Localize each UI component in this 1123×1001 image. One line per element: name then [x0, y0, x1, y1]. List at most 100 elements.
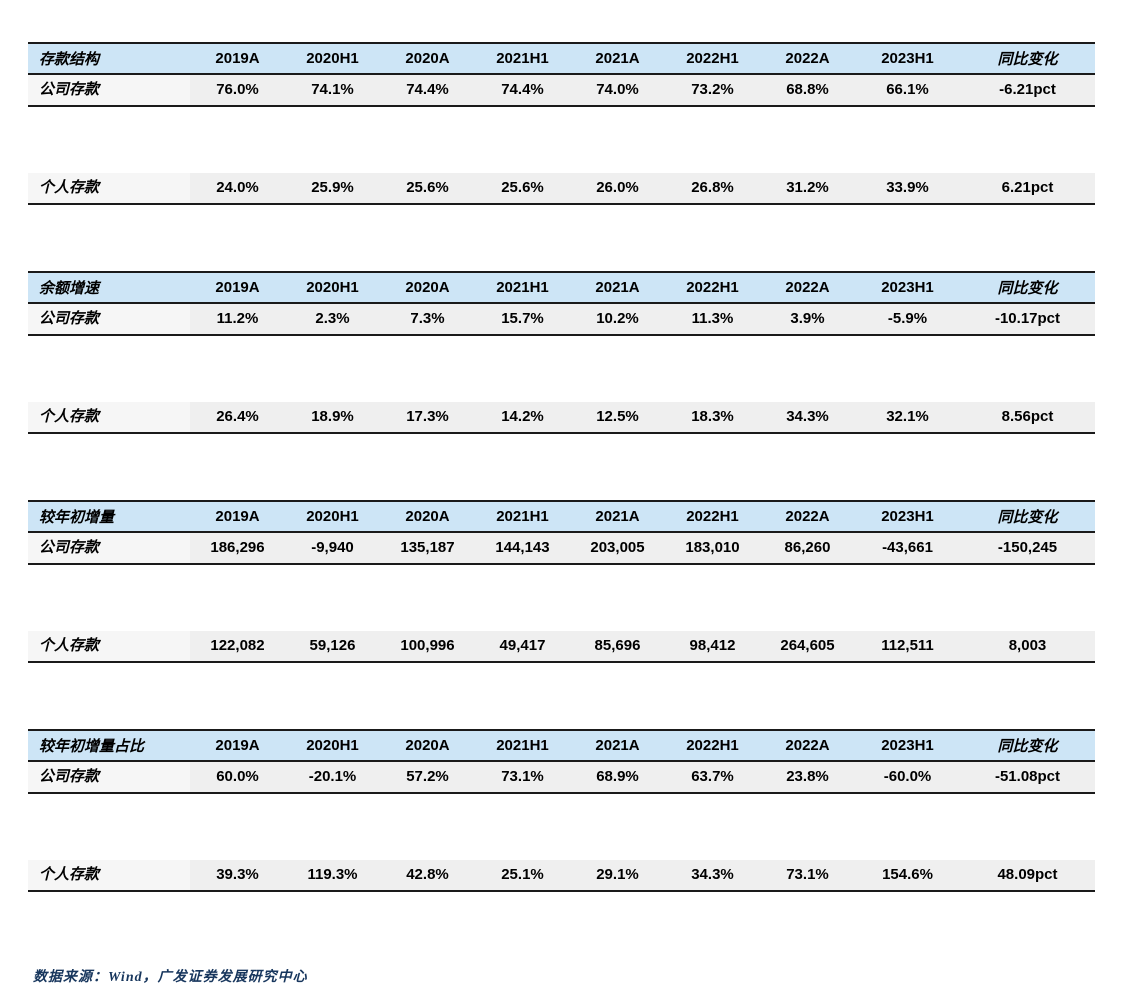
table-cell: 33.9%: [855, 173, 960, 203]
row-label: 个人存款: [28, 631, 190, 661]
table-sections: 存款结构 2019A 2020H1 2020A 2021H1 2021A 2022H1 202…: [28, 42, 1095, 958]
table-cell: 57.2%: [380, 762, 475, 792]
table-cell: 29.1%: [570, 860, 665, 890]
table-cell: 25.9%: [285, 173, 380, 203]
table-cell: 135,187: [380, 533, 475, 563]
section-title: 余额增速: [39, 281, 100, 297]
column-header: 2022A: [785, 737, 830, 754]
table-cell: 6.21pct: [960, 173, 1095, 203]
table-cell: 7.3%: [380, 304, 475, 334]
row-label: 公司存款: [28, 762, 190, 792]
column-header: 2021A: [595, 508, 640, 525]
table-header-row: 较年初增量占比 2019A 2020H1 2020A 2021H1 2021A 2022H1…: [28, 729, 1095, 762]
table-row: 个人存款 39.3% 119.3% 42.8% 25.1% 29.1% 34.3% 73.1%…: [28, 860, 1095, 892]
table-row: 个人存款 24.0% 25.9% 25.6% 25.6% 26.0% 26.8% 31.2% 3…: [28, 173, 1095, 205]
column-header: 2020H1: [306, 279, 359, 296]
table-cell: 3.9%: [760, 304, 855, 334]
table-cell: 25.6%: [380, 173, 475, 203]
table-cell: 26.0%: [570, 173, 665, 203]
table-cell: 15.7%: [475, 304, 570, 334]
row-label: 公司存款: [28, 75, 190, 105]
column-header: 2020A: [405, 50, 450, 67]
table-cell: 32.1%: [855, 402, 960, 432]
table-cell: -43,661: [855, 533, 960, 563]
column-header: 2022H1: [686, 737, 739, 754]
column-header: 2020A: [405, 508, 450, 525]
table-cell: 154.6%: [855, 860, 960, 890]
table-row: 公司存款 11.2% 2.3% 7.3% 15.7% 10.2% 11.3% 3.9% -5.9…: [28, 304, 1095, 336]
column-header: 同比变化: [997, 739, 1058, 755]
table-cell: 34.3%: [760, 402, 855, 432]
table-cell: 66.1%: [855, 75, 960, 105]
table-cell: 144,143: [475, 533, 570, 563]
column-header: 2022A: [785, 279, 830, 296]
table-cell: 11.3%: [665, 304, 760, 334]
column-header: 2023H1: [881, 279, 934, 296]
table-header-row: 存款结构 2019A 2020H1 2020A 2021H1 2021A 2022H1 202…: [28, 42, 1095, 75]
table-section: 余额增速 2019A 2020H1 2020A 2021H1 2021A 2022H1 202…: [28, 271, 1095, 434]
table-cell: 68.8%: [760, 75, 855, 105]
column-header: 2020A: [405, 279, 450, 296]
table-cell: 26.8%: [665, 173, 760, 203]
table-cell: 59,126: [285, 631, 380, 661]
column-header: 2019A: [215, 50, 260, 67]
column-header: 2021H1: [496, 737, 549, 754]
table-cell: -51.08pct: [960, 762, 1095, 792]
column-header: 2021H1: [496, 279, 549, 296]
table-cell: 11.2%: [190, 304, 285, 334]
table-cell: 25.1%: [475, 860, 570, 890]
table-cell: -60.0%: [855, 762, 960, 792]
table-cell: 23.8%: [760, 762, 855, 792]
table-cell: -9,940: [285, 533, 380, 563]
table-cell: 14.2%: [475, 402, 570, 432]
table-row: 个人存款 122,082 59,126 100,996 49,417 85,696 98,4…: [28, 631, 1095, 663]
section-title: 较年初增量占比: [39, 739, 145, 755]
table-cell: -5.9%: [855, 304, 960, 334]
column-header: 2020H1: [306, 737, 359, 754]
table-cell: 34.3%: [665, 860, 760, 890]
column-header: 2021H1: [496, 508, 549, 525]
table-cell: -150,245: [960, 533, 1095, 563]
row-label: 个人存款: [28, 402, 190, 432]
row-label: 公司存款: [28, 533, 190, 563]
table-cell: 74.4%: [380, 75, 475, 105]
table-cell: 122,082: [190, 631, 285, 661]
column-header: 2020A: [405, 737, 450, 754]
table-cell: 18.3%: [665, 402, 760, 432]
table-cell: 10.2%: [570, 304, 665, 334]
table-cell: 42.8%: [380, 860, 475, 890]
column-header: 2022A: [785, 508, 830, 525]
table-cell: 73.1%: [475, 762, 570, 792]
table-row: 公司存款 60.0% -20.1% 57.2% 73.1% 68.9% 63.7% 23.8%…: [28, 762, 1095, 794]
column-header: 2022A: [785, 50, 830, 67]
table-section: 较年初增量占比 2019A 2020H1 2020A 2021H1 2021A 2022H1…: [28, 729, 1095, 892]
table-row: 公司存款 76.0% 74.1% 74.4% 74.4% 74.0% 73.2% 68.8% 6…: [28, 75, 1095, 107]
table-cell: 74.4%: [475, 75, 570, 105]
table-cell: -6.21pct: [960, 75, 1095, 105]
table-cell: 112,511: [855, 631, 960, 661]
table-cell: 49,417: [475, 631, 570, 661]
table-cell: 8,003: [960, 631, 1095, 661]
table-section: 较年初增量 2019A 2020H1 2020A 2021H1 2021A 2022H1 20…: [28, 500, 1095, 663]
table-cell: 48.09pct: [960, 860, 1095, 890]
table-cell: 183,010: [665, 533, 760, 563]
column-header: 2023H1: [881, 508, 934, 525]
column-header: 2020H1: [306, 50, 359, 67]
column-header: 同比变化: [997, 510, 1058, 526]
data-source-note: 数据来源：Wind，广发证券发展研究中心: [33, 966, 308, 986]
column-header: 同比变化: [997, 281, 1058, 297]
table-cell: 100,996: [380, 631, 475, 661]
column-header: 2022H1: [686, 508, 739, 525]
table-cell: 2.3%: [285, 304, 380, 334]
table-cell: 76.0%: [190, 75, 285, 105]
table-cell: 63.7%: [665, 762, 760, 792]
table-cell: 119.3%: [285, 860, 380, 890]
column-header: 2022H1: [686, 279, 739, 296]
table-cell: 60.0%: [190, 762, 285, 792]
table-cell: 18.9%: [285, 402, 380, 432]
table-section: 存款结构 2019A 2020H1 2020A 2021H1 2021A 2022H1 202…: [28, 42, 1095, 205]
table-header-row: 余额增速 2019A 2020H1 2020A 2021H1 2021A 2022H1 202…: [28, 271, 1095, 304]
table-cell: 68.9%: [570, 762, 665, 792]
column-header: 2023H1: [881, 50, 934, 67]
